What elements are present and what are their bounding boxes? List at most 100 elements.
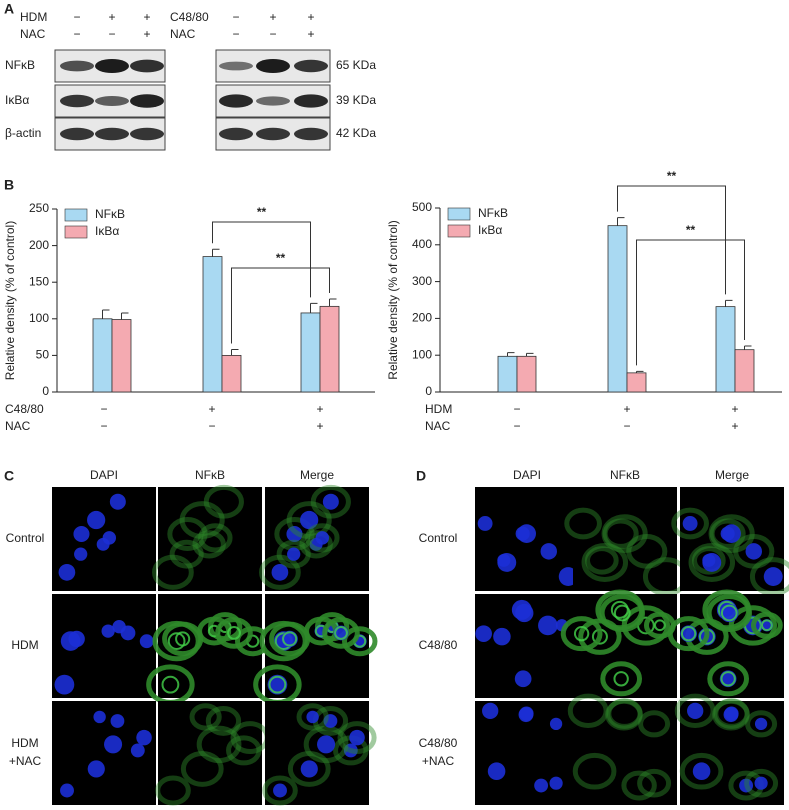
y-tick-label: 50	[36, 348, 50, 362]
nuclear-signal	[573, 625, 590, 642]
micrograph	[573, 701, 677, 805]
y-tick-label: 500	[412, 200, 432, 214]
significance-label: **	[667, 169, 677, 183]
nucleus	[349, 729, 365, 746]
nucleus	[101, 624, 115, 638]
cytoplasm	[180, 750, 224, 787]
blot-band	[256, 59, 290, 73]
nucleus	[322, 493, 339, 510]
nucleus	[306, 710, 319, 724]
nucleus	[723, 707, 739, 723]
cytoplasm	[584, 546, 619, 575]
bar	[300, 312, 321, 393]
cytoplasm	[671, 507, 709, 540]
legend-label: NFκB	[478, 206, 508, 220]
significance-label: **	[257, 205, 267, 219]
cytoplasm	[203, 484, 244, 519]
micrograph	[158, 701, 262, 805]
y-tick-label: 200	[412, 311, 432, 325]
treatment-sign: −	[232, 10, 239, 24]
row-label: Control	[419, 531, 458, 545]
nucleus	[287, 547, 301, 561]
cytoplasm	[337, 721, 377, 755]
blot-band	[219, 127, 253, 141]
nucleus	[549, 717, 563, 730]
nuclear-signal	[161, 675, 180, 694]
cytoplasm	[155, 775, 191, 806]
column-label: DAPI	[90, 468, 118, 482]
nuclear-signal	[720, 604, 738, 622]
cytoplasm	[303, 725, 349, 764]
bar	[734, 349, 755, 393]
nuclear-signal	[167, 632, 186, 650]
y-tick-label: 200	[29, 238, 49, 252]
cytoplasm	[600, 661, 643, 697]
size-label: 39 KDa	[336, 93, 376, 107]
row-label: C48/80	[419, 638, 458, 652]
nucleus	[702, 553, 722, 572]
blot-band	[294, 127, 328, 141]
treatment-sign: −	[73, 10, 80, 24]
y-axis-label: Relative density (% of control)	[386, 220, 400, 379]
legend-label: IκBα	[478, 223, 502, 237]
row-label: Control	[6, 531, 45, 545]
cytoplasm	[638, 710, 671, 738]
treatment-sign: +	[269, 10, 276, 24]
condition-label: NAC	[425, 419, 451, 433]
nuclear-signal	[282, 631, 298, 647]
blot-band	[130, 59, 164, 73]
cytoplasm	[581, 542, 629, 582]
row-label: C48/80	[419, 736, 458, 750]
nucleus	[493, 627, 511, 646]
row-label: +NAC	[9, 754, 42, 768]
cytoplasm	[674, 693, 716, 729]
blot-band	[294, 94, 328, 108]
error-bar	[725, 299, 733, 307]
nuclear-signal	[760, 619, 773, 632]
cytoplasm	[637, 768, 672, 798]
error-bar	[617, 217, 625, 226]
blot-band	[294, 59, 328, 73]
size-label: 42 KDa	[336, 126, 376, 140]
treatment-label: C48/80	[170, 10, 209, 24]
cytoplasm	[713, 698, 750, 729]
error-bar	[526, 352, 534, 357]
nucleus	[139, 634, 154, 649]
cytoplasm	[276, 539, 311, 569]
nuclear-signal	[613, 671, 629, 687]
cytoplasm	[198, 523, 233, 553]
nucleus	[120, 625, 136, 641]
cytoplasm	[299, 530, 333, 559]
cytoplasm	[749, 557, 789, 597]
condition-label: HDM	[425, 402, 452, 416]
cytoplasm	[322, 617, 360, 649]
nucleus	[754, 776, 768, 790]
y-axis-label: Relative density (% of control)	[3, 221, 17, 380]
cytoplasm	[733, 534, 775, 569]
nuclear-signal	[653, 619, 666, 632]
nucleus	[271, 563, 289, 581]
condition-label: NAC	[5, 419, 31, 433]
cytoplasm	[679, 752, 724, 790]
cytoplasm	[179, 501, 225, 539]
panel-label: B	[4, 177, 14, 193]
condition-sign: +	[731, 402, 738, 416]
blot-band	[95, 59, 129, 73]
nucleus	[515, 526, 530, 541]
nuclear-signal	[610, 600, 629, 619]
cytoplasm	[709, 518, 746, 549]
error-bar	[744, 345, 752, 350]
nucleus	[102, 531, 117, 545]
nucleus	[74, 547, 88, 561]
cytoplasm	[560, 616, 603, 652]
blot-band	[130, 94, 164, 108]
blot-band	[95, 96, 129, 106]
cytoplasm	[259, 554, 301, 590]
treatment-sign: −	[232, 27, 239, 41]
nucleus	[720, 526, 735, 541]
legend-swatch	[447, 224, 471, 238]
nucleus	[317, 735, 336, 754]
cytoplasm	[707, 661, 750, 697]
cytoplasm	[152, 554, 194, 590]
y-tick-label: 150	[29, 274, 49, 288]
